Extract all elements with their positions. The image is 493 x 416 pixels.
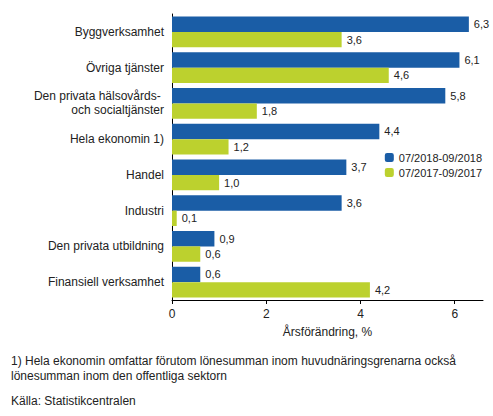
svg-text:6,1: 6,1	[464, 54, 479, 66]
svg-text:4,2: 4,2	[375, 284, 390, 296]
svg-text:07/2017-09/2017: 07/2017-09/2017	[399, 167, 482, 179]
svg-text:5,8: 5,8	[450, 90, 465, 102]
svg-text:0: 0	[169, 307, 176, 321]
svg-text:lönesumman inom den offentliga: lönesumman inom den offentliga sektorn	[11, 369, 227, 383]
svg-text:Övriga tjänster: Övriga tjänster	[86, 61, 164, 75]
svg-text:4,6: 4,6	[394, 69, 409, 81]
svg-text:1) Hela ekonomin omfattar föru: 1) Hela ekonomin omfattar förutom lönesu…	[11, 354, 459, 368]
svg-text:Den privata utbildning: Den privata utbildning	[48, 239, 164, 253]
svg-text:2: 2	[263, 307, 270, 321]
svg-text:0,6: 0,6	[205, 248, 220, 260]
svg-text:07/2018-09/2018: 07/2018-09/2018	[399, 152, 482, 164]
svg-text:0,1: 0,1	[182, 212, 197, 224]
svg-text:0,9: 0,9	[219, 233, 234, 245]
svg-text:1,2: 1,2	[234, 141, 249, 153]
svg-text:4: 4	[357, 307, 364, 321]
svg-text:Hela ekonomin 1): Hela ekonomin 1)	[70, 132, 164, 146]
svg-text:Den privata hälsovårds-: Den privata hälsovårds-	[34, 89, 164, 103]
svg-text:1,0: 1,0	[224, 177, 239, 189]
svg-text:och socialtjänster: och socialtjänster	[71, 103, 164, 117]
svg-text:1,8: 1,8	[262, 105, 277, 117]
svg-text:Källa: Statistikcentralen: Källa: Statistikcentralen	[11, 394, 136, 408]
svg-text:Industri: Industri	[125, 204, 164, 218]
svg-text:4,4: 4,4	[384, 125, 399, 137]
svg-text:3,6: 3,6	[347, 34, 362, 46]
svg-text:Handel: Handel	[126, 168, 164, 182]
svg-text:Byggverksamhet: Byggverksamhet	[75, 25, 165, 39]
svg-text:6,3: 6,3	[474, 18, 489, 30]
svg-text:Årsförändring, %: Årsförändring, %	[283, 324, 373, 339]
svg-text:0,6: 0,6	[205, 268, 220, 280]
svg-text:Finansiell verksamhet: Finansiell verksamhet	[48, 275, 165, 289]
svg-text:3,7: 3,7	[351, 161, 366, 173]
svg-text:3,6: 3,6	[347, 197, 362, 209]
svg-text:6: 6	[451, 307, 458, 321]
